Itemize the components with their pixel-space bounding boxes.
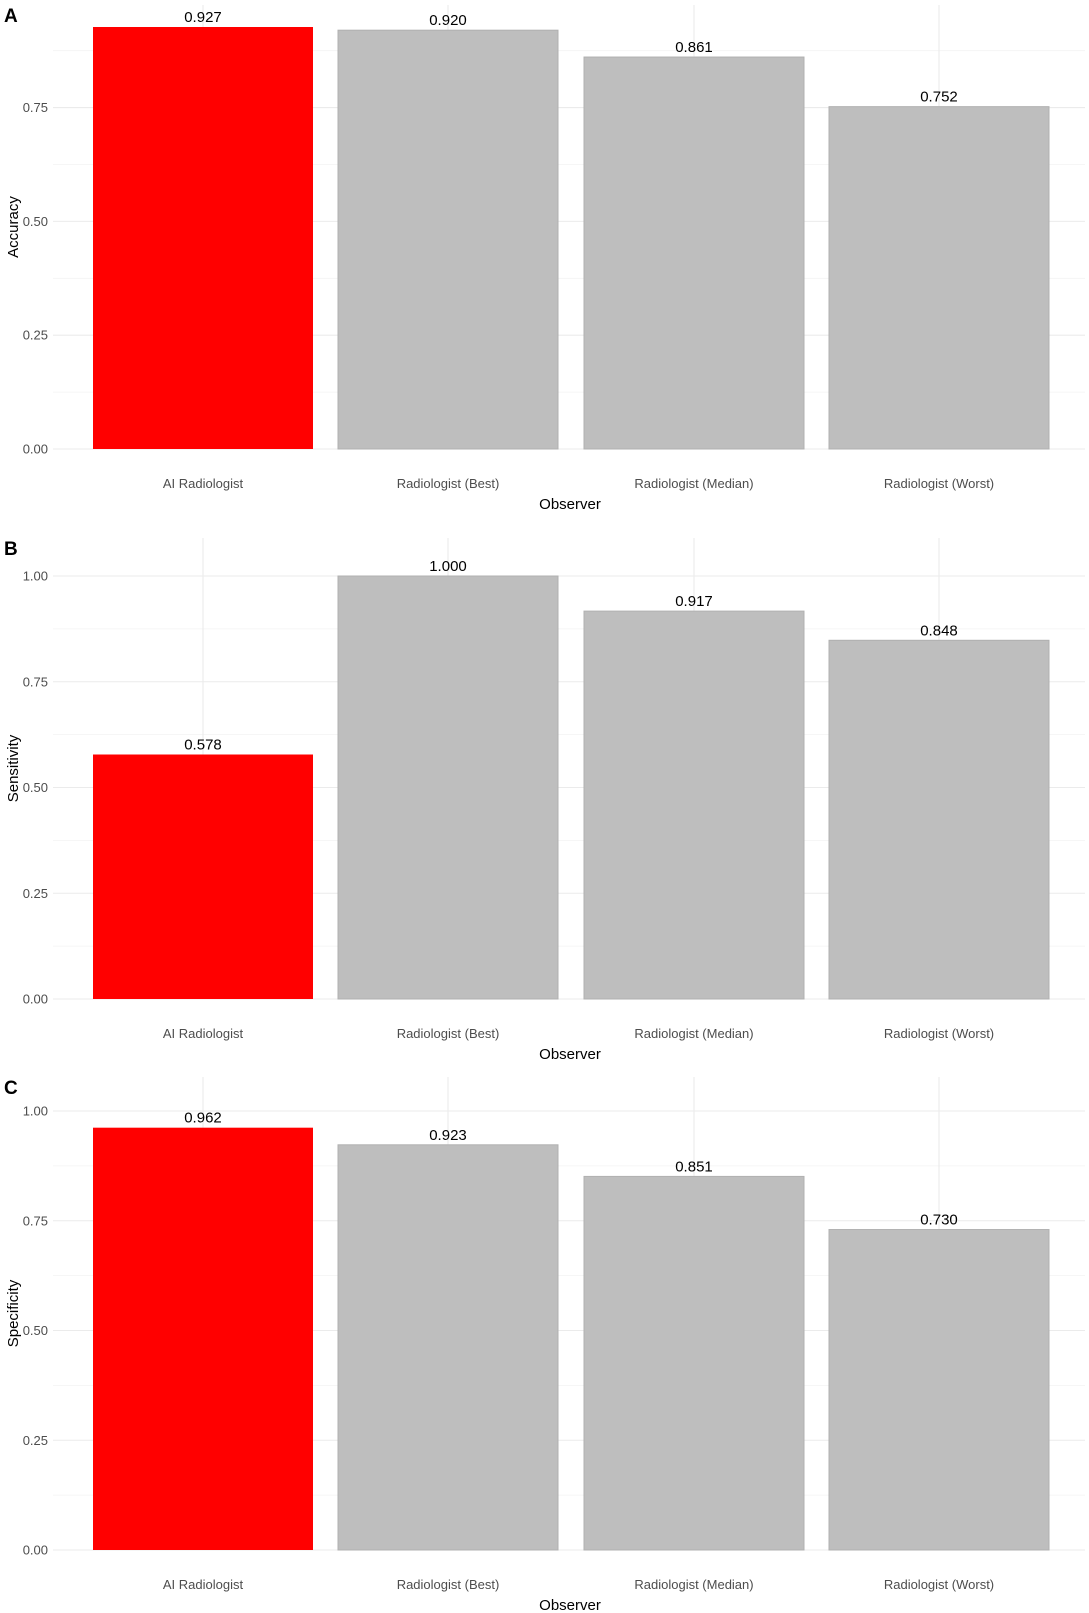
bar-radiologist-median: [583, 1175, 805, 1551]
data-label: 0.923: [429, 1127, 467, 1144]
bar-ai-radiologist: [93, 1127, 313, 1550]
data-label: 0.752: [920, 89, 958, 106]
bar-radiologist-best: [337, 1144, 559, 1551]
data-label: 0.861: [675, 39, 713, 56]
data-label: 0.730: [920, 1212, 958, 1229]
y-axis-title: Sensitivity: [5, 734, 22, 802]
bar-radiologist-best: [337, 29, 559, 450]
x-tick-label: Radiologist (Median): [634, 1026, 753, 1041]
data-label: 0.851: [675, 1158, 713, 1175]
data-label: 0.848: [920, 622, 958, 639]
data-label: 0.578: [184, 737, 222, 754]
x-tick-label: Radiologist (Median): [634, 1577, 753, 1592]
y-axis-title: Specificity: [5, 1279, 22, 1347]
bar-radiologist-median: [583, 610, 805, 1000]
bar-radiologist-best: [337, 575, 559, 1000]
bar-radiologist-median: [583, 56, 805, 450]
y-tick-label: 0.25: [23, 1433, 48, 1448]
y-tick-label: 0.25: [23, 328, 48, 343]
y-tick-label: 0.50: [23, 780, 48, 795]
x-tick-label: Radiologist (Worst): [884, 1577, 994, 1592]
panel-letter: B: [4, 539, 18, 560]
bar-ai-radiologist: [93, 27, 313, 449]
y-tick-label: 0.00: [23, 1543, 48, 1558]
y-tick-label: 0.75: [23, 674, 48, 689]
x-tick-label: Radiologist (Best): [397, 476, 500, 491]
x-tick-label: Radiologist (Median): [634, 476, 753, 491]
bar-radiologist-worst: [828, 106, 1050, 450]
panel-B: B 0.00 0.25 0.50 0.75 1.00 0.578 1.000 0.917 0.84…: [4, 538, 1085, 1063]
x-tick-label: Radiologist (Worst): [884, 1026, 994, 1041]
y-tick-label: 0.50: [23, 214, 48, 229]
x-tick-label: Radiologist (Worst): [884, 476, 994, 491]
y-tick-label: 0.50: [23, 1323, 48, 1338]
data-label: 0.917: [675, 593, 713, 610]
x-tick-label: Radiologist (Best): [397, 1026, 500, 1041]
data-label: 0.920: [429, 12, 467, 29]
y-tick-label: 1.00: [23, 569, 48, 584]
x-tick-label: AI Radiologist: [163, 1577, 244, 1592]
panel-letter: A: [4, 6, 18, 27]
data-label: 0.927: [184, 9, 222, 26]
bar-radiologist-worst: [828, 639, 1050, 1000]
bar-ai-radiologist: [93, 754, 313, 999]
y-tick-label: 0.75: [23, 100, 48, 115]
y-tick-label: 0.00: [23, 442, 48, 457]
x-axis-title: Observer: [539, 496, 601, 513]
y-axis-title: Accuracy: [5, 196, 22, 258]
y-tick-label: 0.25: [23, 886, 48, 901]
panel-letter: C: [4, 1078, 18, 1099]
panel-C: C 0.00 0.25 0.50 0.75 1.00 0.962 0.923 0.851 0.73…: [4, 1077, 1085, 1613]
bar-radiologist-worst: [828, 1229, 1050, 1551]
x-tick-label: AI Radiologist: [163, 476, 244, 491]
x-tick-label: Radiologist (Best): [397, 1577, 500, 1592]
y-tick-label: 0.00: [23, 992, 48, 1007]
y-tick-label: 0.75: [23, 1213, 48, 1228]
x-axis-title: Observer: [539, 1046, 601, 1063]
panel-A: A 0.00 0.25 0.50 0.75 0.927 0.920 0.861 0.752 AI …: [4, 5, 1085, 513]
data-label: 0.962: [184, 1110, 222, 1127]
data-label: 1.000: [429, 558, 467, 575]
x-tick-label: AI Radiologist: [163, 1026, 244, 1041]
y-tick-label: 1.00: [23, 1104, 48, 1119]
x-axis-title: Observer: [539, 1597, 601, 1613]
